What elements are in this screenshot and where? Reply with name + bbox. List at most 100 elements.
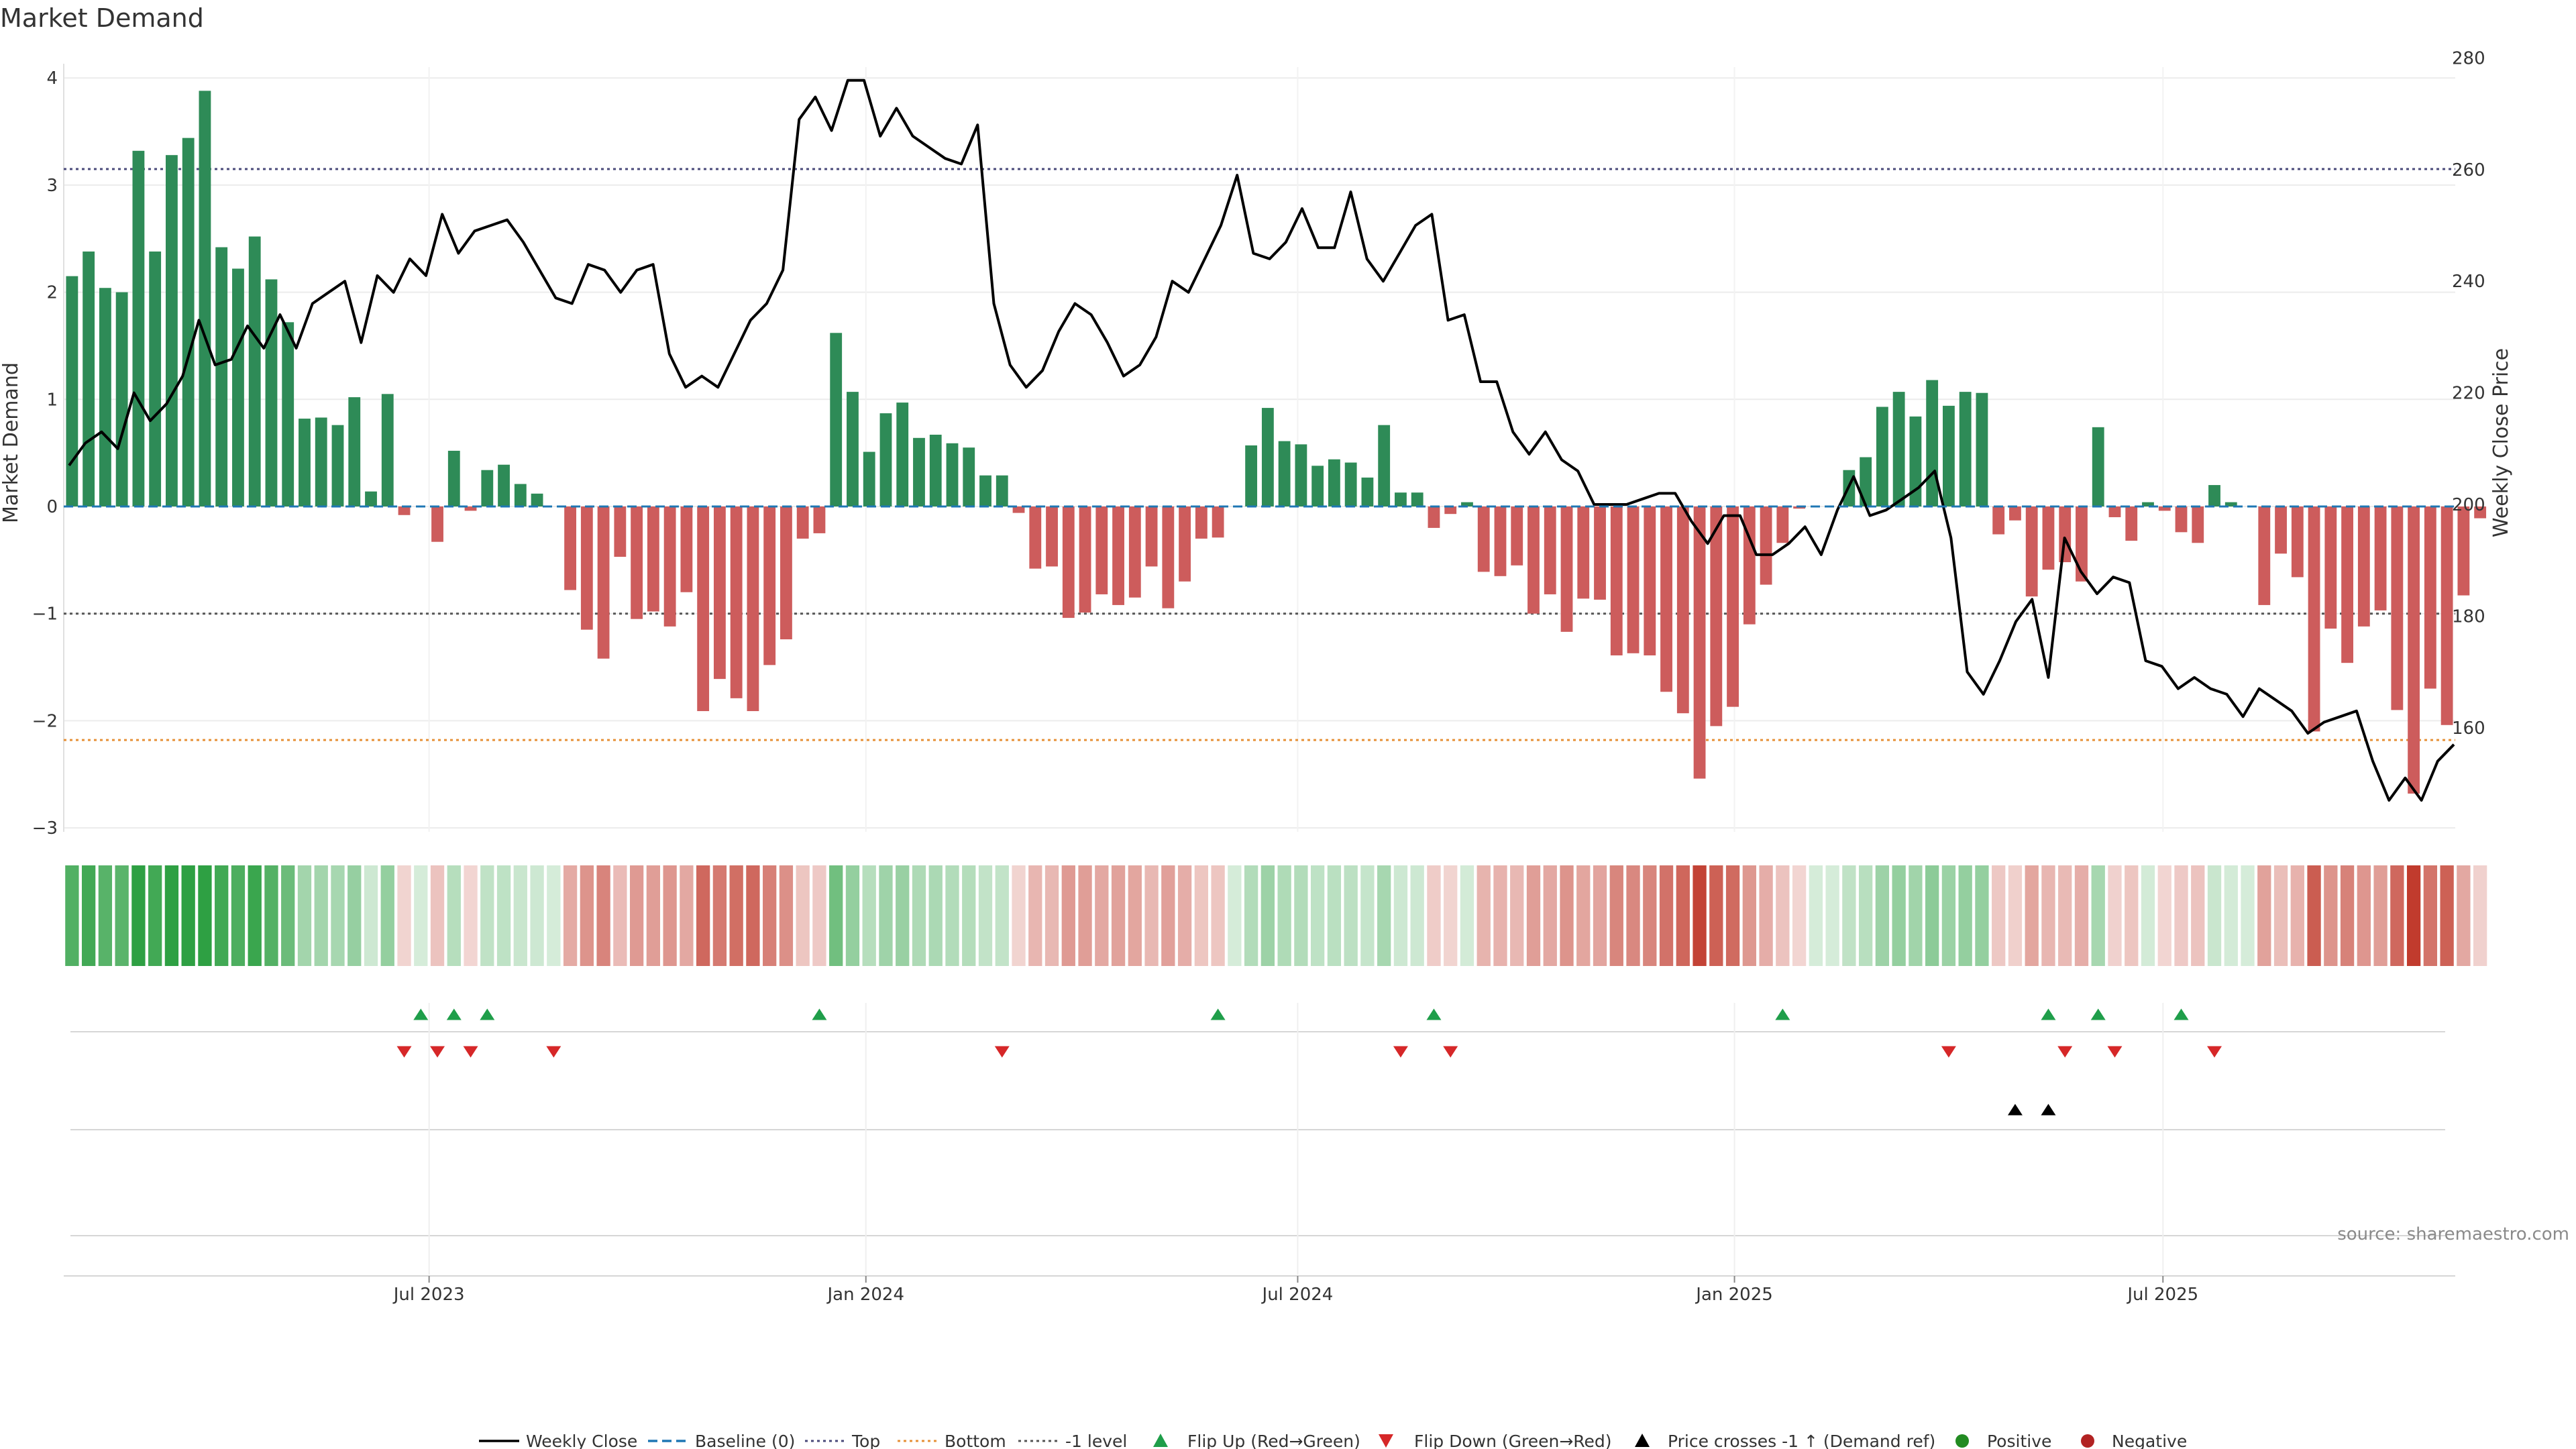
demand-bar: [132, 150, 145, 506]
heat-cell: [1128, 865, 1142, 966]
legend-flip-down-icon: [1379, 1434, 1393, 1448]
heat-cell: [613, 865, 627, 966]
event-markers: [396, 1008, 2222, 1116]
demand-bar: [2092, 427, 2104, 506]
flip-up-marker: [1210, 1008, 1226, 1020]
heat-cell: [1211, 865, 1225, 966]
heat-cell: [1244, 865, 1258, 966]
left-y-tick-label: 4: [46, 68, 58, 89]
price-cross-marker: [2007, 1104, 2023, 1116]
demand-bar: [1012, 506, 1025, 513]
heat-cell: [2340, 865, 2355, 966]
heat-cell: [845, 865, 860, 966]
demand-bar: [381, 394, 394, 506]
legend-price-cross-icon: [1635, 1434, 1650, 1447]
heat-cell: [1725, 865, 1740, 966]
heat-cell: [1078, 865, 1092, 966]
legend-flip-up: Flip Up (Red→Green): [1187, 1432, 1360, 1449]
demand-bar: [2224, 502, 2237, 506]
demand-bar: [1212, 506, 1224, 538]
heat-cell: [198, 865, 212, 966]
demand-bar: [1361, 477, 1374, 506]
heat-cell: [2008, 865, 2023, 966]
heat-cell: [2373, 865, 2387, 966]
heat-cell: [629, 865, 644, 966]
heat-cell: [181, 865, 195, 966]
heat-cell: [1941, 865, 1956, 966]
heat-cell: [2257, 865, 2271, 966]
source-label: source: sharemaestro.com: [2337, 1224, 2569, 1244]
flip-down-marker: [1443, 1046, 1458, 1058]
weekly-close-line: [68, 78, 2455, 802]
demand-bar: [299, 419, 311, 506]
demand-bar: [1959, 392, 1972, 506]
heat-cell: [380, 865, 394, 966]
demand-bar: [1660, 506, 1672, 692]
event-panels: [64, 1003, 2455, 1277]
demand-bar: [564, 506, 576, 590]
demand-bar: [199, 91, 211, 506]
flip-down-marker: [1393, 1046, 1408, 1058]
heat-cell: [1709, 865, 1723, 966]
left-y-tick-label: 0: [46, 497, 58, 517]
heat-cell: [1792, 865, 1807, 966]
demand-bar: [1892, 392, 1905, 506]
left-y-ticks: −3 −2 −1 0 1 2 3 4: [32, 68, 58, 839]
demand-bar: [1444, 506, 1457, 515]
demand-bar: [631, 506, 643, 619]
heat-cell: [164, 865, 179, 966]
heat-cell: [447, 865, 461, 966]
heat-cell: [879, 865, 893, 966]
demand-bar: [331, 425, 344, 506]
heat-cell: [829, 865, 843, 966]
heat-cell: [1676, 865, 1690, 966]
demand-bar: [166, 155, 178, 506]
demand-bar: [2324, 506, 2337, 629]
heat-cell: [364, 865, 378, 966]
demand-bar: [83, 251, 95, 506]
left-y-tick-label: −1: [32, 604, 58, 625]
demand-bar: [99, 288, 111, 506]
heat-cell: [1360, 865, 1375, 966]
demand-bar: [2374, 506, 2387, 610]
heat-cell: [928, 865, 943, 966]
heat-cell: [646, 865, 661, 966]
heat-cell: [2191, 865, 2205, 966]
price-series: [64, 78, 2455, 802]
heat-cell: [1277, 865, 1291, 966]
flip-up-marker: [812, 1008, 827, 1020]
demand-bar: [265, 279, 278, 506]
heat-cell: [2273, 865, 2288, 966]
flip-up-marker: [480, 1008, 495, 1020]
heat-cell: [1643, 865, 1657, 966]
heat-cell: [1593, 865, 1607, 966]
heat-cell: [1260, 865, 1275, 966]
demand-bar: [2258, 506, 2271, 605]
demand-bar: [1693, 506, 1706, 779]
demand-heat-strip: [65, 865, 2487, 966]
x-tick-label: Jul 2023: [392, 1285, 465, 1305]
legend-weekly-close: Weekly Close: [526, 1432, 637, 1449]
heat-cell: [1144, 865, 1159, 966]
demand-bar: [813, 506, 826, 533]
heat-cell: [2473, 865, 2487, 966]
demand-bar: [929, 435, 942, 506]
heat-cell: [98, 865, 113, 966]
demand-bar: [697, 506, 710, 712]
demand-bar: [730, 506, 743, 698]
demand-bars: [66, 91, 2487, 794]
demand-bar: [431, 506, 443, 542]
heat-cell: [1477, 865, 1491, 966]
demand-bar: [2208, 485, 2220, 506]
heat-cell: [331, 865, 345, 966]
heat-cell: [2457, 865, 2471, 966]
heat-cell: [1526, 865, 1541, 966]
left-y-tick-label: 1: [46, 390, 58, 410]
heat-cell: [1028, 865, 1042, 966]
demand-bar: [1179, 506, 1191, 582]
demand-bar: [1560, 506, 1573, 632]
legend-baseline: Baseline (0): [695, 1432, 795, 1449]
demand-bar: [1245, 445, 1258, 506]
heat-cell: [896, 865, 910, 966]
demand-bar: [963, 447, 975, 506]
